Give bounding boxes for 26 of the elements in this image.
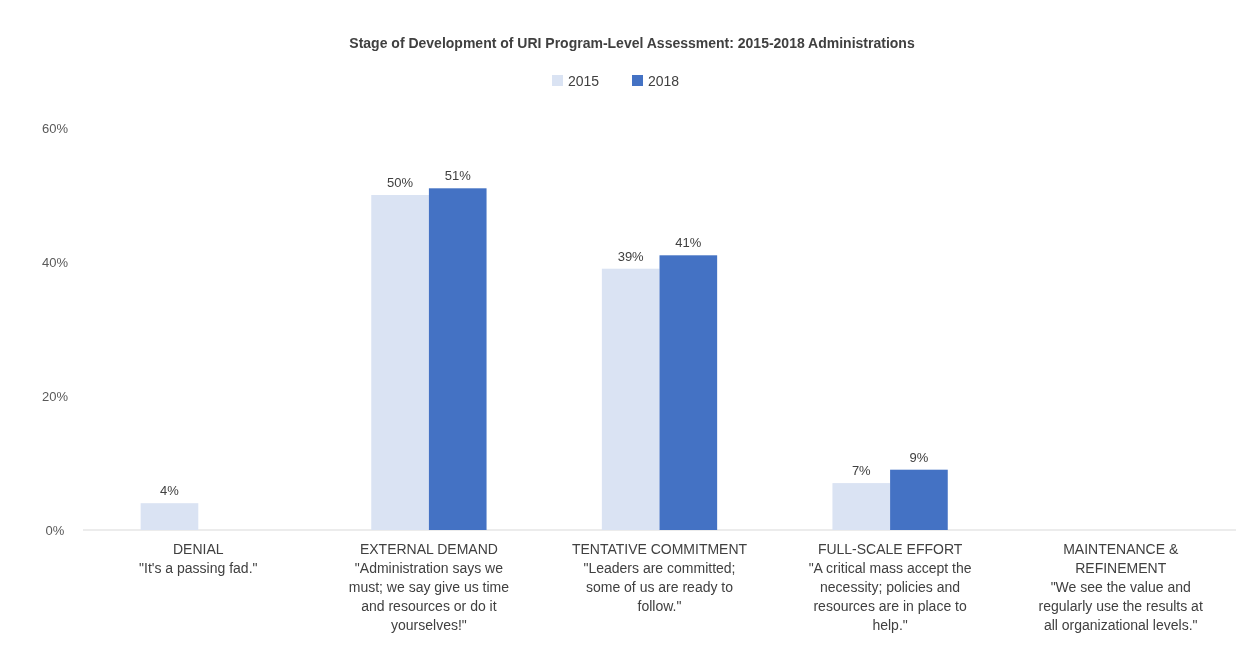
bar [659, 255, 718, 530]
data-label: 41% [675, 235, 702, 251]
legend-label: 2015 [568, 73, 600, 89]
data-label: 51% [444, 168, 472, 184]
bar [371, 195, 429, 530]
bar [601, 268, 660, 530]
x-tick-label: EXTERNAL DEMAND "Administration says we must; we say give us time and resources or do it yourselves!" [348, 541, 510, 633]
bar [832, 483, 891, 530]
x-tick-label: DENIAL "It's a passing fad." [139, 541, 258, 576]
y-tick-label: 20% [41, 388, 69, 404]
x-tick-label: FULL-SCALE EFFORT "A critical mass accept the necessity; policies and resources are in place to help." [808, 541, 972, 633]
bar [140, 503, 199, 530]
bar [428, 188, 487, 530]
data-label: 39% [617, 248, 645, 264]
x-tick-label: TENTATIVE COMMITMENT "Leaders are committed; some of us are ready to follow." [571, 541, 748, 614]
data-label: 7% [851, 463, 872, 479]
y-tick-label: 0% [45, 522, 65, 538]
x-tick-label: MAINTENANCE & REFINEMENT "We see the value and regularly use the results at all organizational levels." [1038, 541, 1203, 633]
data-label: 4% [160, 483, 180, 499]
legend-label: 2018 [648, 73, 680, 89]
data-label: 50% [387, 175, 414, 190]
data-label: 9% [909, 449, 929, 465]
y-tick-label: 60% [41, 120, 69, 136]
bar [890, 469, 948, 530]
y-tick-label: 40% [41, 254, 69, 270]
chart-title: Stage of Development of URI Program-Level Assessment: 2015-2018 Administrations [349, 35, 915, 51]
